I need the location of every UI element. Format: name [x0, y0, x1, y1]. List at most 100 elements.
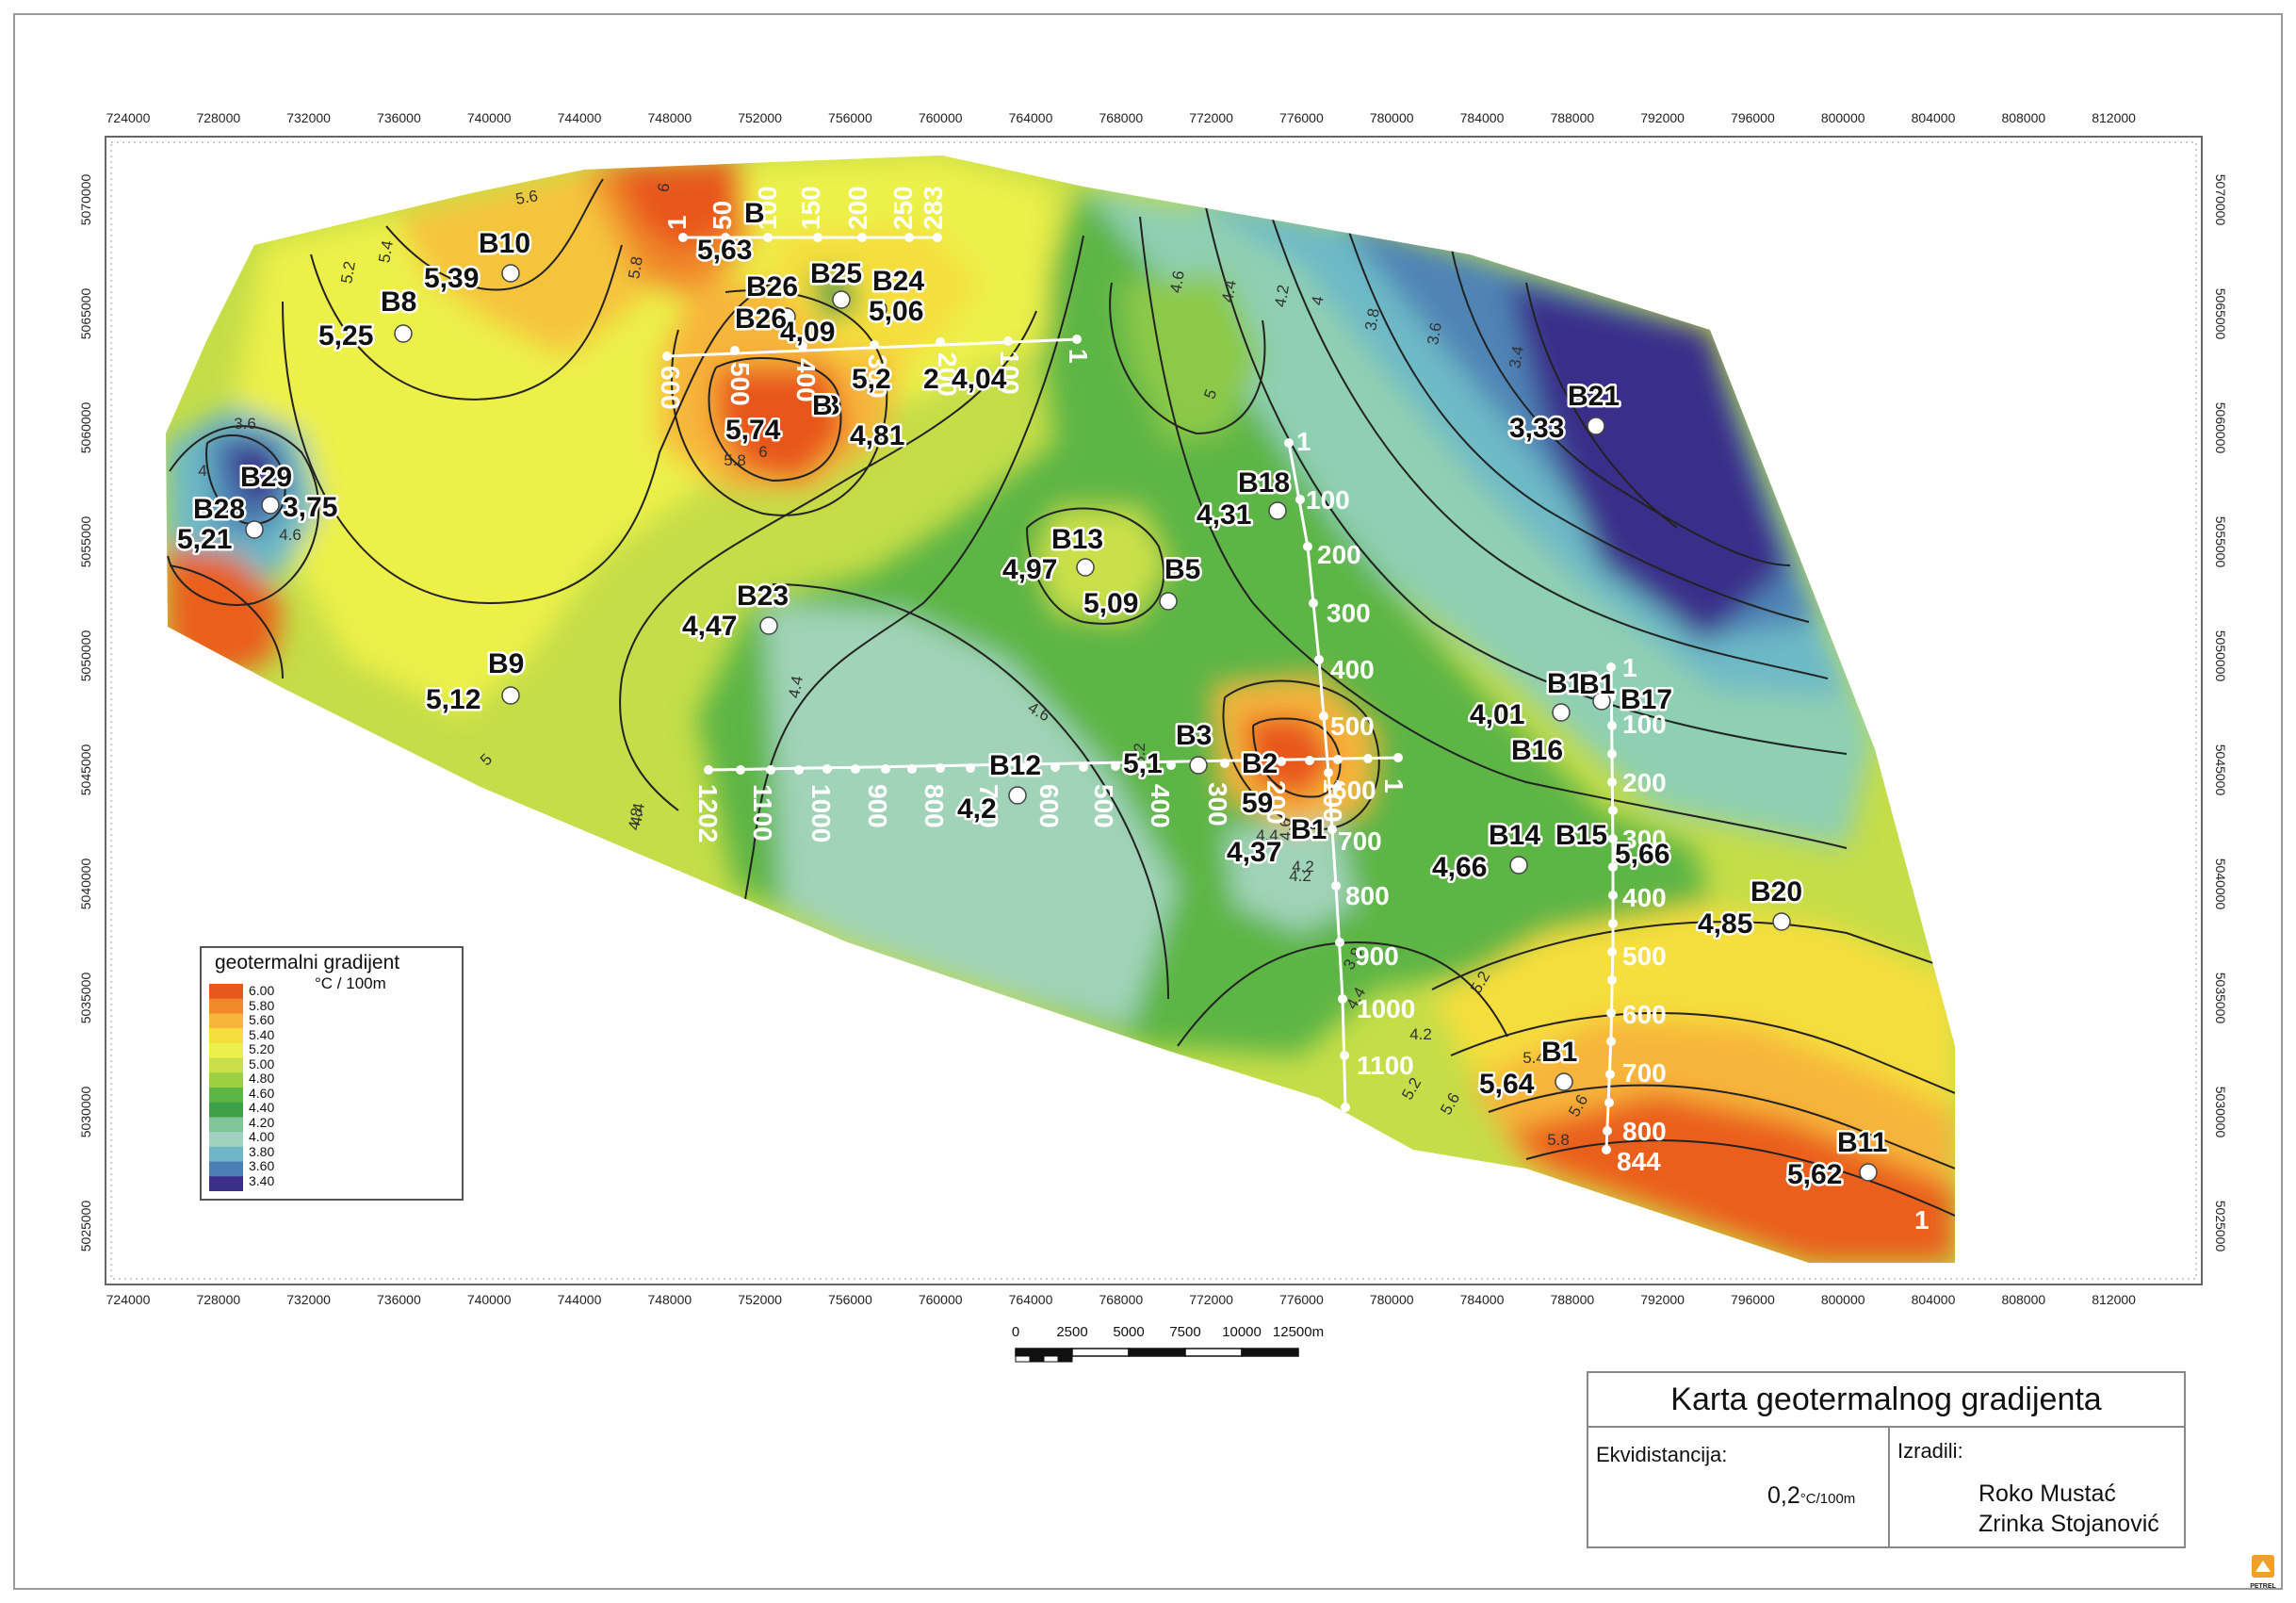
x-tick-label: 788000 — [1550, 1292, 1594, 1307]
profile-station-dot — [1608, 919, 1618, 928]
x-tick-label: 728000 — [196, 1292, 240, 1307]
profile-station-dot — [1277, 757, 1286, 766]
legend-color-swatch — [209, 1146, 243, 1163]
profile-distance: 600 — [656, 366, 685, 410]
y-tick-label: 5035000 — [2213, 973, 2228, 1024]
scale-label: 0 — [1011, 1324, 1020, 1340]
contour-value: 4.4 — [627, 802, 648, 827]
contour-value: 3.8 — [1361, 307, 1383, 333]
well-gradient-value: 4,66 — [1432, 852, 1487, 883]
well-label-fragment: B1 — [1291, 814, 1327, 845]
well-gradient-value: 4,31 — [1197, 499, 1251, 531]
profile-distance: 200 — [843, 186, 872, 230]
profile-station-dot — [1608, 862, 1618, 872]
profile-distance: 600 — [1332, 776, 1376, 805]
profile-distance: 1 — [1914, 1205, 1930, 1235]
profile-distance: 700 — [1338, 826, 1382, 856]
well-name: B8 — [381, 286, 416, 318]
profile-distance: 400 — [1146, 784, 1175, 828]
y-tick-label: 5045000 — [78, 744, 93, 796]
profile-distance: 100 — [995, 351, 1024, 395]
well-b5: B5 5,09 — [1082, 552, 1203, 622]
contour-value: 4 — [198, 462, 206, 480]
well-name: B5 — [1164, 554, 1200, 585]
well-marker — [1592, 692, 1611, 711]
profile-station-dot — [1605, 1070, 1615, 1079]
profile-distance: 1 — [1379, 778, 1409, 793]
profile-station-dot — [1111, 761, 1120, 771]
well-gradient-value: 4,47 — [682, 611, 737, 642]
contour-value: 3.6 — [1424, 321, 1445, 347]
contour-value: 4.6 — [279, 526, 301, 544]
contour-value: 5.2 — [1131, 743, 1148, 765]
x-tick-label: 776000 — [1279, 110, 1324, 125]
well-label-fragment: 4,2 — [957, 793, 997, 825]
well-marker — [759, 616, 778, 635]
well-label-fragment: 5,1 — [1123, 748, 1163, 779]
profile-station-dot — [1604, 1098, 1614, 1107]
profile-station-dot — [721, 233, 730, 242]
scale-label: 7500 — [1169, 1324, 1201, 1340]
y-tick-label: 5055000 — [78, 516, 93, 568]
x-tick-label: 764000 — [1009, 110, 1053, 125]
profile-station-dot — [1319, 712, 1328, 721]
x-tick-label: 724000 — [106, 110, 151, 125]
well-b3: B3 — [1174, 718, 1214, 775]
scale-label: 2500 — [1056, 1324, 1088, 1340]
x-tick-label: 756000 — [828, 110, 872, 125]
well-gradient-value: 4,85 — [1698, 908, 1752, 940]
well-marker — [832, 290, 851, 309]
profile-distance: 1100 — [1357, 1051, 1414, 1080]
well-name: B25 — [810, 258, 862, 289]
profile-station-dot — [1363, 754, 1373, 763]
x-tick-label: 744000 — [558, 110, 602, 125]
well-name: B11 — [1837, 1127, 1887, 1158]
y-tick-label: 5045000 — [2213, 744, 2228, 796]
profile-station-dot — [1340, 1051, 1349, 1060]
profile-distance: 283 — [919, 186, 948, 230]
well-label-fragment: B — [744, 198, 765, 229]
legend-color-swatch — [209, 1176, 243, 1191]
profile-distance: 250 — [888, 186, 918, 230]
petrel-logo: PETREL — [2250, 1555, 2277, 1590]
well-name: B1 — [1541, 1037, 1577, 1068]
well-b12: B12 — [987, 748, 1044, 805]
profile-distance: 50 — [708, 201, 737, 230]
well-marker — [869, 300, 887, 319]
well-marker — [1268, 501, 1287, 520]
profile-station-dot — [1607, 975, 1617, 985]
profile-station-dot — [813, 233, 822, 242]
profile-distance: 1 — [1622, 653, 1637, 682]
profile-distance: 400 — [1622, 883, 1667, 912]
well-marker — [261, 496, 280, 515]
x-tick-label: 784000 — [1460, 110, 1505, 125]
x-tick-label: 764000 — [1009, 1292, 1053, 1307]
title-block: Karta geotermalnog gradijenta Ekvidistan… — [1587, 1371, 2186, 1548]
profile-station-dot — [1079, 762, 1088, 772]
author-name: Roko Mustać — [1978, 1480, 2116, 1507]
contour-lines — [167, 178, 1955, 1217]
well-marker — [1587, 417, 1605, 435]
authors-label: Izradili: — [1897, 1439, 1963, 1463]
contour-interval-label: Ekvidistancija: — [1596, 1443, 1728, 1466]
well-marker — [1555, 1072, 1573, 1091]
profile-distance: 100 — [1622, 710, 1667, 739]
profile-distance: 500 — [1089, 784, 1118, 828]
profile-distance: 600 — [1622, 1000, 1667, 1029]
y-tick-label: 5070000 — [78, 174, 93, 226]
well-marker — [501, 264, 520, 283]
profile-station-dot — [1137, 761, 1147, 771]
profile-station-dot — [766, 765, 775, 775]
x-tick-label: 780000 — [1370, 1292, 1414, 1307]
profile-distance: 900 — [863, 784, 892, 828]
x-axis-top: 724000 728000 732000 736000 740000 744000 7480… — [106, 110, 2137, 125]
profile-distance: 1000 — [1357, 994, 1415, 1023]
y-tick-label: 5065000 — [2213, 288, 2228, 340]
x-tick-label: 792000 — [1640, 1292, 1685, 1307]
legend-color-swatch — [209, 1028, 243, 1044]
